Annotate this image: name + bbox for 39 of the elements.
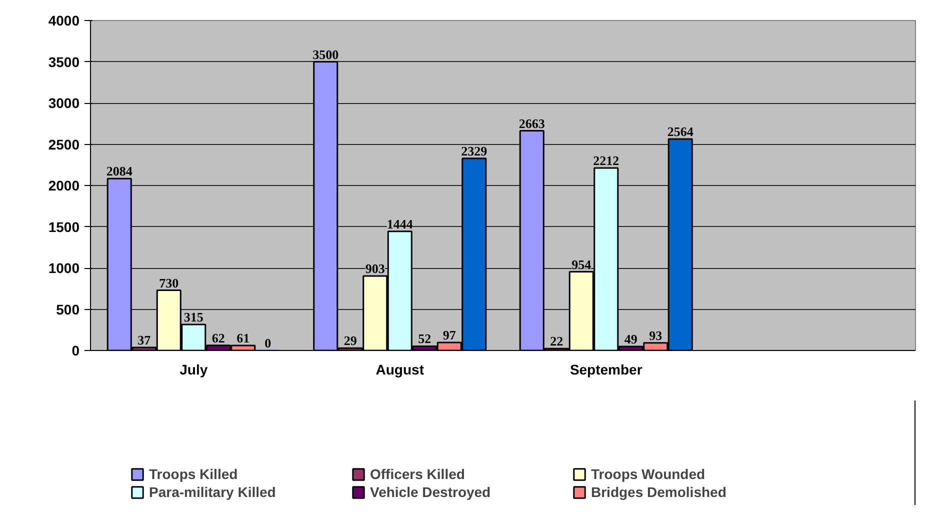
legend-label: Para-military Killed bbox=[149, 484, 277, 500]
data-label: 93 bbox=[649, 328, 663, 343]
data-label: 0 bbox=[264, 336, 272, 350]
y-tick-label: 2000 bbox=[48, 178, 80, 194]
data-label: 2663 bbox=[518, 116, 546, 131]
x-tick-label: July bbox=[180, 362, 208, 378]
data-label: 62 bbox=[212, 330, 225, 346]
y-tick-label: 2500 bbox=[48, 136, 80, 152]
y-tick-label: 3000 bbox=[48, 95, 80, 111]
data-label: 3500 bbox=[312, 46, 339, 62]
data-label: 2084 bbox=[106, 164, 133, 179]
legend-label: Troops Killed bbox=[149, 466, 239, 482]
y-tick-label: 1000 bbox=[48, 260, 80, 276]
legend-label: Officers Killed bbox=[370, 466, 466, 482]
data-label: 2564 bbox=[667, 124, 694, 139]
y-tick-label: 0 bbox=[72, 342, 80, 358]
data-label: 97 bbox=[442, 327, 456, 342]
data-label: 61 bbox=[236, 330, 250, 346]
data-label: 315 bbox=[184, 310, 204, 325]
y-tick-label: 4000 bbox=[48, 12, 80, 28]
data-label: 29 bbox=[344, 333, 358, 348]
legend-label: Vehicle Destroyed bbox=[370, 484, 492, 500]
data-label: 52 bbox=[418, 331, 432, 346]
y-tick-label: 500 bbox=[56, 301, 80, 318]
x-tick-label: August bbox=[376, 362, 424, 378]
data-label: 730 bbox=[159, 275, 179, 290]
data-label: 22 bbox=[550, 334, 564, 349]
legend-label: Troops Wounded bbox=[591, 466, 706, 482]
data-label: 49 bbox=[624, 331, 638, 346]
data-label: 954 bbox=[572, 256, 592, 272]
data-label: 37 bbox=[138, 332, 152, 348]
y-tick-label: 3500 bbox=[48, 54, 80, 70]
x-tick-label: September bbox=[570, 362, 643, 378]
data-label: 903 bbox=[365, 261, 386, 276]
y-tick-label: 1500 bbox=[48, 218, 80, 235]
data-label: 1444 bbox=[386, 216, 414, 232]
legend-label: Bridges Demolished bbox=[591, 484, 728, 500]
data-label: 2329 bbox=[461, 143, 488, 158]
data-label: 2212 bbox=[593, 153, 620, 168]
